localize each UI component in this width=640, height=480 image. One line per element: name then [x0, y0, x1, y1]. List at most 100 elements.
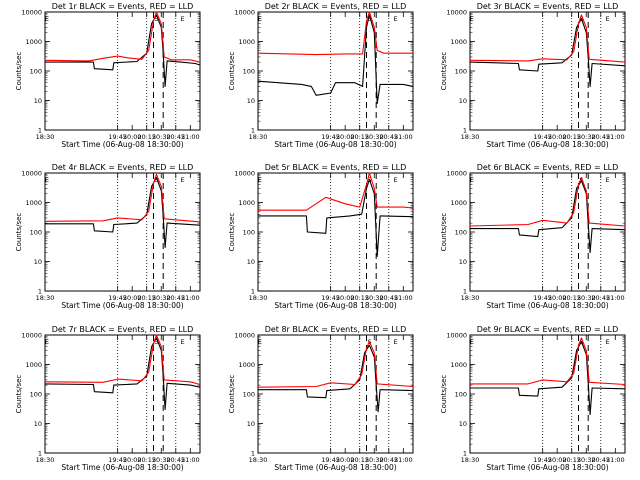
series-line-events: [469, 17, 626, 87]
x-tick-label: 19:45: [321, 294, 340, 302]
x-tick-label: 20:00: [336, 133, 355, 141]
y-axis-label: Counts/sec: [228, 375, 236, 414]
event-marker-letter: E: [606, 176, 610, 184]
y-axis-label: Counts/sec: [228, 213, 236, 252]
y-tick-label: 10: [459, 258, 467, 266]
x-tick-label: 20:30: [365, 294, 384, 302]
y-tick-label: 1000: [25, 199, 42, 207]
y-tick-label: 1: [251, 450, 255, 458]
x-tick-label: 20:30: [577, 133, 596, 141]
event-marker-letter: S: [154, 15, 158, 23]
event-marker-letter: E: [258, 15, 262, 23]
panel-det-7: Det 7r BLACK = Events, RED = LLD 1 10 100 10…: [15, 325, 201, 472]
panel-title: Det 9r BLACK = Events, RED = LLD: [477, 325, 619, 334]
x-tick-label: 21:00: [394, 294, 413, 302]
plot-frame: [44, 334, 201, 454]
x-axis-label: Start Time (06-Aug-08 18:30:00): [486, 463, 608, 472]
x-axis-label: Start Time (06-Aug-08 18:30:00): [61, 463, 183, 472]
series-line-events: [257, 14, 414, 104]
series-line-lld: [44, 11, 201, 63]
y-tick-label: 100: [30, 391, 42, 399]
x-tick-label: 19:45: [108, 133, 127, 141]
y-tick-label: 10000: [21, 170, 42, 178]
y-tick-label: 100: [30, 229, 42, 237]
x-tick-label: 20:15: [350, 456, 369, 464]
x-axis-label: Start Time (06-Aug-08 18:30:00): [274, 140, 396, 149]
series-line-events: [258, 178, 414, 257]
x-tick-label: 20:30: [365, 456, 384, 464]
y-axis-label: Counts/sec: [15, 52, 23, 91]
y-tick-label: 100: [243, 391, 255, 399]
y-tick-label: 10: [34, 420, 42, 428]
x-tick-label: 21:00: [181, 133, 200, 141]
event-marker-letter: E: [258, 176, 262, 184]
x-tick-label: 19:45: [533, 133, 552, 141]
y-tick-label: 10: [247, 97, 255, 105]
y-axis-label: Counts/sec: [440, 213, 448, 252]
x-tick-label: 19:45: [533, 456, 552, 464]
y-axis-label: Counts/sec: [15, 213, 23, 252]
y-tick-label: 100: [455, 68, 467, 76]
x-tick-label: 21:00: [394, 456, 413, 464]
panel-det-1: Det 1r BLACK = Events, RED = LLD 1 10 100 10…: [15, 2, 201, 149]
plot-frame: [44, 172, 201, 292]
y-tick-label: 1000: [450, 361, 467, 369]
x-tick-label: 20:45: [166, 456, 185, 464]
y-tick-label: 10000: [446, 332, 467, 340]
x-tick-label: 20:00: [123, 456, 142, 464]
panel-title: Det 3r BLACK = Events, RED = LLD: [477, 2, 619, 11]
y-tick-label: 1: [463, 288, 467, 296]
x-tick-label: 20:00: [123, 294, 142, 302]
y-tick-label: 100: [243, 229, 255, 237]
x-tick-label: 20:45: [379, 133, 398, 141]
y-axis-label: Counts/sec: [440, 375, 448, 414]
event-marker-letter: E: [45, 15, 49, 23]
x-tick-label: 21:00: [606, 456, 625, 464]
x-tick-label: 18:30: [461, 456, 480, 464]
panel-title: Det 4r BLACK = Events, RED = LLD: [52, 163, 194, 172]
event-marker-letter: E: [181, 15, 185, 23]
series-line-events: [45, 14, 201, 87]
y-tick-label: 100: [455, 391, 467, 399]
event-marker-letter: E: [45, 338, 49, 346]
y-tick-label: 1000: [25, 38, 42, 46]
x-tick-label: 19:45: [108, 456, 127, 464]
x-tick-label: 20:15: [562, 133, 581, 141]
x-tick-label: 21:00: [606, 294, 625, 302]
x-tick-label: 20:15: [350, 133, 369, 141]
y-tick-label: 10: [247, 420, 255, 428]
event-marker-letter: E: [181, 176, 185, 184]
series-line-events: [470, 340, 626, 416]
y-axis-label: Counts/sec: [228, 52, 236, 91]
x-tick-label: 20:45: [379, 456, 398, 464]
x-tick-label: 20:30: [152, 133, 171, 141]
x-tick-label: 19:45: [108, 294, 127, 302]
series-line-lld: [257, 340, 414, 388]
x-tick-label: 20:30: [152, 456, 171, 464]
panel-det-2: Det 2r BLACK = Events, RED = LLD 1 10 100 10…: [228, 2, 414, 149]
y-tick-label: 10000: [21, 9, 42, 17]
x-axis-label: Start Time (06-Aug-08 18:30:00): [486, 301, 608, 310]
event-marker-letter: S: [154, 176, 158, 184]
x-tick-label: 20:45: [166, 133, 185, 141]
y-tick-label: 1000: [238, 38, 255, 46]
x-tick-label: 21:00: [394, 133, 413, 141]
series-line-lld: [44, 334, 201, 386]
series-line-events: [258, 344, 414, 413]
plot-frame: [469, 334, 626, 454]
event-marker-letter: E: [470, 176, 474, 184]
event-marker-letter: E: [394, 176, 398, 184]
y-tick-label: 1: [38, 127, 42, 135]
plot-frame: [257, 172, 414, 292]
x-axis-label: Start Time (06-Aug-08 18:30:00): [274, 301, 396, 310]
x-tick-label: 20:15: [562, 294, 581, 302]
series-line-events: [470, 180, 626, 254]
panel-det-3: Det 3r BLACK = Events, RED = LLD 1 10 100 10…: [440, 2, 626, 149]
x-tick-label: 20:45: [591, 456, 610, 464]
series-line-lld: [257, 11, 413, 56]
x-tick-label: 19:45: [321, 456, 340, 464]
y-tick-label: 1000: [450, 38, 467, 46]
x-tick-label: 20:00: [123, 133, 142, 141]
panel-det-9: Det 9r BLACK = Events, RED = LLD 1 10 100 10…: [440, 325, 626, 472]
